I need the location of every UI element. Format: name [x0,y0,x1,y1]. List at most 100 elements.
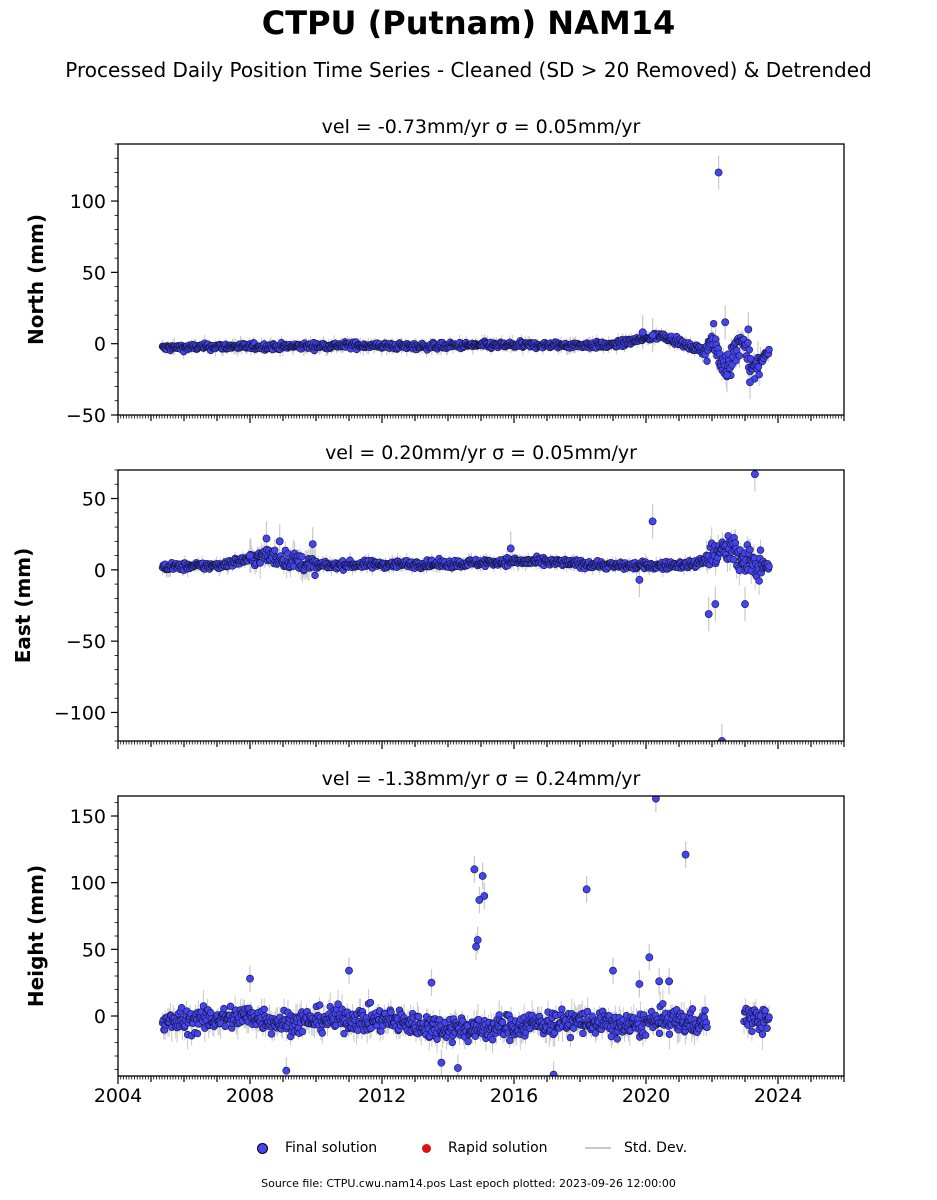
data-point [334,1000,342,1008]
outlier-point [246,551,254,560]
outlier-point [308,540,317,549]
outlier-point [711,600,720,608]
data-point [177,1003,186,1012]
plot-area-2 [158,470,773,741]
outlier-point [582,885,591,894]
outlier-point [704,610,713,618]
data-point [745,346,753,354]
stddev-bars-2 [162,470,769,741]
outlier-point [246,974,254,983]
data-point [703,1023,711,1032]
data-point [655,1029,664,1038]
outlier-point [437,1058,446,1067]
data-point [748,1027,756,1036]
outlier-point [478,872,487,880]
data-point [318,1029,326,1037]
outlier-point [655,977,664,986]
data-point [746,546,754,554]
outlier-point [475,896,484,904]
data-point [709,319,718,328]
y-tick-label: 0 [94,560,106,582]
outlier-point [635,575,644,584]
outlier-point [721,318,730,327]
outlier-point [718,737,726,741]
outlier-point [282,1066,291,1075]
y-tick-label: 50 [82,262,106,284]
data-point [558,1005,566,1013]
y-tick-label: −50 [66,405,106,427]
data-point [763,1024,771,1033]
outlier-point [648,331,657,340]
plot-area-3 [158,796,773,1076]
panel-title: vel = 0.20mm/yr σ = 0.05mm/yr [325,442,637,464]
data-point [591,1029,600,1037]
outlier-point [609,966,617,975]
y-tick-label: −50 [66,631,106,653]
y-tick-label: 50 [82,489,106,511]
data-point [298,1027,307,1036]
outlier-point [635,980,644,988]
outlier-point [744,325,753,334]
axes-frame [117,143,845,416]
data-point [414,1012,423,1021]
outlier-point [345,966,353,975]
data-point [735,352,744,360]
y-axis-label: North (mm) [24,214,48,345]
page-title: CTPU (Putnam) NAM14 [261,4,676,42]
data-point [765,345,773,354]
outlier-point [751,470,759,479]
data-point [744,339,752,347]
y-tick-label: 100 [70,191,106,213]
data-point [688,1005,697,1013]
data-point [729,555,738,564]
outlier-point [470,865,479,874]
data-point [579,1029,587,1038]
outlier-point [722,371,731,379]
data-point [613,1035,621,1043]
panel-title: vel = -0.73mm/yr σ = 0.05mm/yr [322,116,641,138]
outlier-point [746,378,754,387]
page-subtitle: Processed Daily Position Time Series - C… [65,58,872,82]
outlier-point [473,936,482,944]
data-point [665,1030,674,1038]
outlier-point [427,978,436,987]
data-point [256,559,264,567]
outlier-point [645,953,654,962]
data-point [583,1007,592,1016]
data-point [498,1018,507,1027]
panel-2: −100 −50 0 50 vel = 0.20mm/yr σ = 0.05mm/yr E… [11,442,845,749]
data-point [488,1036,497,1044]
data-point [271,546,279,554]
data-point [701,1006,709,1015]
data-point [260,1005,268,1013]
outlier-point [638,328,647,337]
panel-1: −50 0 50 100 vel = -0.73mm/yr σ = 0.05mm/yr N… [24,116,845,427]
outlier-point [472,942,480,951]
data-point [311,571,319,580]
data-point [221,1022,229,1031]
data-point [506,1036,514,1045]
data-point [298,552,306,561]
plot-area-1 [158,155,773,400]
data-point [448,1038,456,1047]
outlier-point [262,534,271,543]
data-point [755,370,763,379]
outlier-point [648,517,657,526]
axes-frame [117,469,845,742]
y-tick-label: −100 [54,702,106,724]
data-point [464,1037,472,1046]
data-point [756,546,765,554]
data-point [340,1029,348,1038]
outlier-point [549,1070,558,1076]
data-point [366,998,375,1007]
outlier-point [453,1064,462,1072]
outlier-point [275,537,284,546]
outlier-point [665,977,673,986]
outlier-point [652,796,660,803]
data-point [758,1030,767,1038]
data-point [566,1033,575,1042]
y-axis-label: East (mm) [11,548,35,664]
data-point [433,1035,441,1044]
outlier-point [741,600,749,608]
